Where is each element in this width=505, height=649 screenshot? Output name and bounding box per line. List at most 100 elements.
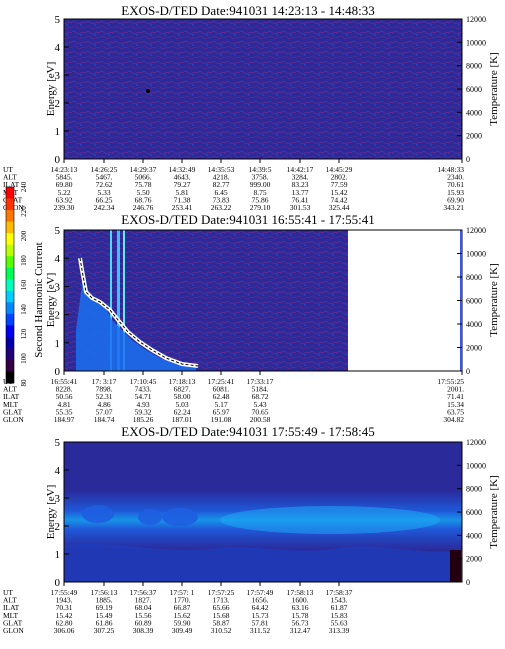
ephemeris-value: 14:42:17 — [287, 165, 314, 174]
panel2-ephemeris: UTALTILATMLTGLATGLON16:55:418228.50.564.… — [3, 371, 464, 424]
energy-tick-label: 0 — [55, 366, 61, 378]
ephemeris-value: 184.97 — [54, 415, 75, 424]
energy-tick-label: 1 — [55, 126, 61, 138]
ephemeris-value: 17:56:13 — [91, 588, 118, 597]
temperature-tick-label: 8000 — [466, 485, 482, 494]
colorbar-swatch — [6, 302, 14, 315]
ephemeris-row-label: GLON — [3, 626, 24, 635]
panel3-energy-ticks: 5 4 3 2 1 0 — [55, 437, 69, 589]
panel2-trace-edge — [79, 257, 199, 367]
ephemeris-value: 15.49 — [96, 611, 113, 620]
temperature-tick-label: 4000 — [466, 320, 482, 329]
ephemeris-value: 75.78 — [135, 180, 152, 189]
ephemeris-value: 5.81 — [175, 188, 188, 197]
ephemeris-row-label: UT — [3, 588, 13, 597]
ephemeris-value: 66.87 — [174, 603, 191, 612]
panel3-bright-patch — [220, 506, 440, 534]
ephemeris-value: 308.39 — [133, 626, 154, 635]
ephemeris-value: 5.50 — [136, 188, 149, 197]
ephemeris-value: 15.42 — [56, 611, 73, 620]
colorbar-tick-label: 140 — [20, 304, 28, 315]
panel3-patch — [138, 509, 162, 525]
ephemeris-value: 55.63 — [331, 618, 348, 627]
panel3-patch — [82, 505, 114, 523]
ephemeris-value: 14:35:53 — [208, 165, 235, 174]
colorbar-swatch — [6, 336, 14, 349]
energy-tick-label: 2 — [55, 521, 61, 533]
ephemeris-row-label: ALT — [3, 596, 17, 605]
ephemeris-value: 191.08 — [211, 415, 232, 424]
colorbar-swatch — [6, 348, 14, 361]
ephemeris-value: 17:57:25 — [208, 588, 235, 597]
ephemeris-value: 68.04 — [135, 603, 152, 612]
ephemeris-value: 17: 3:17 — [92, 377, 117, 386]
colorbar-swatch — [6, 313, 14, 326]
ephemeris-value: 17:25:41 — [208, 377, 235, 386]
ephemeris-value: 14:45:29 — [326, 165, 353, 174]
ephemeris-value: 15.93 — [447, 188, 464, 197]
ephemeris-value: 70.65 — [252, 407, 269, 416]
energy-tick-label: 5 — [55, 437, 61, 449]
ephemeris-value: 70.31 — [56, 603, 73, 612]
ephemeris-value: 184.74 — [94, 415, 115, 424]
ephemeris-value: 15.78 — [292, 611, 309, 620]
ephemeris-value: 200.58 — [250, 415, 271, 424]
colorbar-swatch — [6, 233, 14, 246]
ephemeris-row-label: GLON — [3, 415, 24, 424]
temperature-tick-label: 2000 — [466, 555, 482, 564]
ephemeris-value: 1770. — [174, 596, 191, 605]
ephemeris-value: 307.25 — [94, 626, 115, 635]
ephemeris-value: 15.34 — [447, 400, 464, 409]
ephemeris-value: 76.41 — [292, 195, 309, 204]
colorbar-swatch — [6, 267, 14, 280]
ephemeris-value: 301.53 — [290, 203, 311, 212]
ephemeris-value: 242.34 — [94, 203, 115, 212]
panel1-data-speck — [146, 89, 150, 93]
ephemeris-value: 50.56 — [56, 392, 73, 401]
ephemeris-value: 2802. — [331, 173, 348, 182]
ephemeris-value: 325.44 — [329, 203, 350, 212]
ephemeris-value: 4.81 — [57, 400, 70, 409]
panel2-streak — [110, 230, 112, 371]
panel3-patch — [162, 508, 198, 526]
panel2-emission-band — [76, 270, 196, 371]
temperature-tick-label: 10000 — [466, 38, 486, 47]
ephemeris-value: 304.82 — [443, 415, 464, 424]
ephemeris-row-label: ALT — [3, 173, 17, 182]
ephemeris-value: 13.77 — [292, 188, 309, 197]
colorbar-tick-label: 100 — [20, 353, 28, 364]
ephemeris-value: 8.75 — [253, 188, 266, 197]
panel2-energy-label: Energy [eV] — [45, 273, 57, 327]
ephemeris-row-label: ALT — [3, 385, 17, 394]
ephemeris-value: 15.56 — [135, 611, 152, 620]
ephemeris-value: 69.19 — [96, 603, 113, 612]
ephemeris-row-label: UT — [3, 377, 13, 386]
ephemeris-value: 1827. — [135, 596, 152, 605]
colorbar-swatch — [6, 256, 14, 269]
ephemeris-value: 61.87 — [331, 603, 348, 612]
ephemeris-value: 75.86 — [252, 195, 269, 204]
colorbar-swatch — [6, 290, 14, 303]
energy-tick-label: 3 — [55, 70, 61, 82]
panel2-energy-ticks: 5 4 3 2 1 0 — [55, 225, 69, 378]
ephemeris-value: 999.00 — [250, 180, 271, 189]
colorbar-swatch — [6, 221, 14, 234]
ephemeris-value: 73.83 — [213, 195, 230, 204]
ephemeris-value: 69.80 — [56, 180, 73, 189]
temperature-tick-label: 12000 — [466, 226, 486, 235]
colorbar-swatch — [6, 198, 14, 211]
panel1-ephemeris: UTALTILATMLTGLATGLON14:23:135845.69.805.… — [3, 159, 464, 212]
colorbar-swatch — [6, 279, 14, 292]
energy-tick-label: 0 — [55, 577, 61, 589]
energy-tick-label: 3 — [55, 281, 61, 293]
ephemeris-value: 56.73 — [292, 618, 309, 627]
ephemeris-value: 5467. — [96, 173, 113, 182]
colorbar-ticks: 240 220 200 180 160 140 120 100 80 — [20, 181, 28, 386]
ephemeris-value: 1943. — [56, 596, 73, 605]
ephemeris-value: 311.52 — [250, 626, 271, 635]
ephemeris-value: 14:23:13 — [51, 165, 78, 174]
ephemeris-value: 57.81 — [252, 618, 269, 627]
energy-tick-label: 1 — [55, 338, 61, 350]
ephemeris-value: 239.30 — [54, 203, 75, 212]
temperature-tick-label: 6000 — [466, 85, 482, 94]
